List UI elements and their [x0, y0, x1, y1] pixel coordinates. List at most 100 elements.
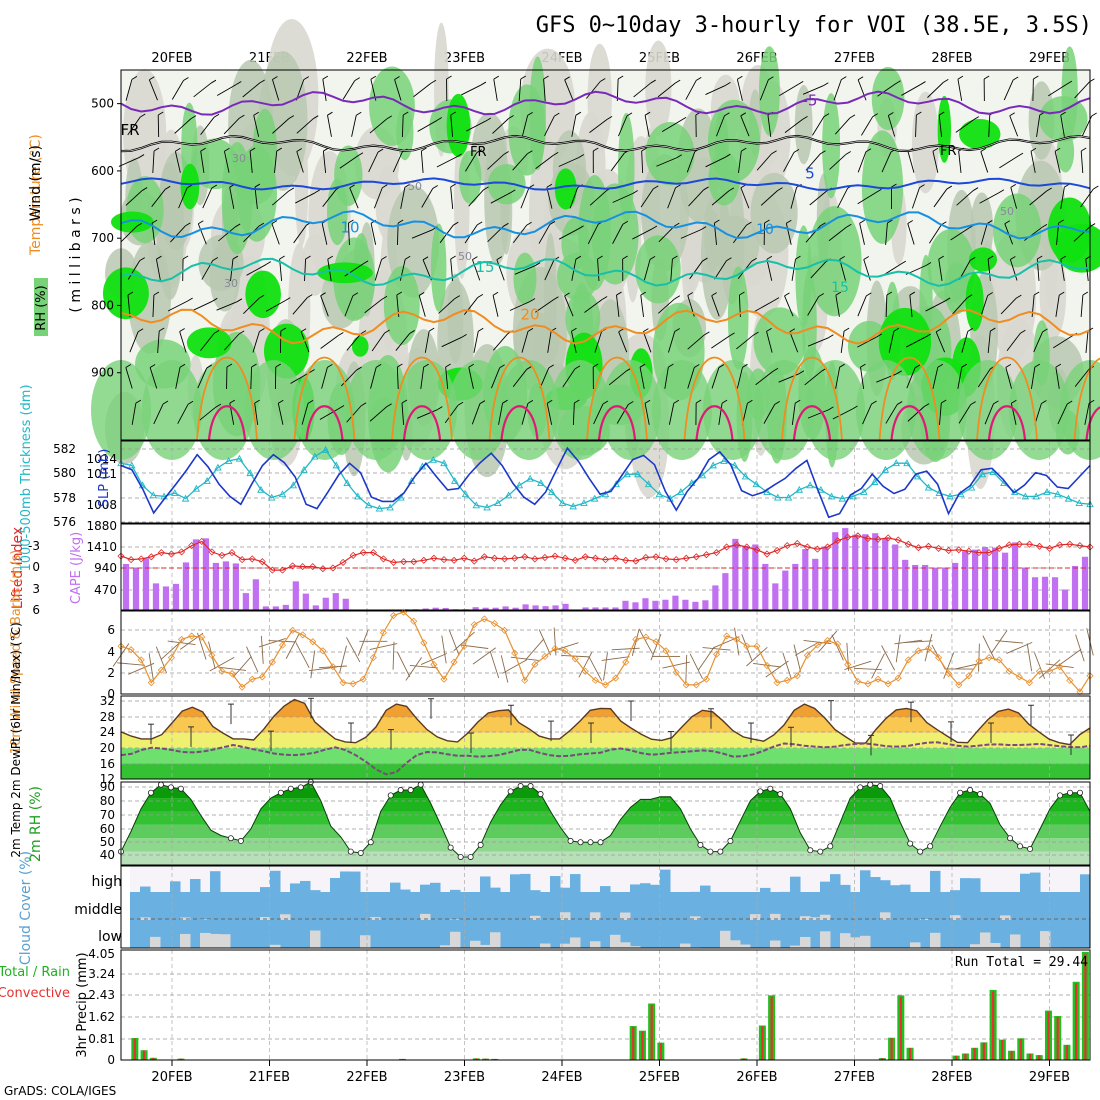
precip-conv-bar-91	[964, 1053, 967, 1060]
thickness-point-14	[267, 493, 276, 501]
precip-conv-bar-90	[955, 1055, 958, 1060]
run-total: Run Total = 29.44	[955, 955, 1088, 970]
li-point-4	[157, 549, 165, 557]
upper-barb-6-2	[167, 300, 188, 312]
upper-barb-9-26	[763, 404, 776, 424]
upper-barb-flag-0-36	[1012, 76, 1019, 81]
upper-barb-flag-6-24	[711, 292, 717, 297]
upper-barb-1-6	[272, 118, 290, 134]
upper-barb-7-39	[1085, 331, 1089, 353]
wind-point-42	[541, 652, 549, 661]
wind-barb-47	[588, 656, 603, 682]
wind-barb-1	[117, 662, 146, 666]
wind-barb-44	[551, 642, 579, 652]
rh-label-4: 50	[1000, 205, 1014, 218]
cloud-high-bar-32	[450, 889, 461, 892]
cape-bar-1	[132, 567, 140, 610]
cloud-low-gap-34	[470, 940, 481, 948]
wind-barb-55	[662, 661, 690, 669]
wind-point-65	[773, 679, 781, 687]
cape-bar-79	[912, 564, 919, 610]
li-point-31	[430, 554, 438, 562]
upper-barb-flag-1-8	[327, 111, 333, 116]
precip-conv-bar-3	[152, 1057, 155, 1060]
li-point-34	[460, 554, 468, 562]
upper-barb-4-19	[587, 223, 599, 245]
upper-barb-8-7	[290, 372, 310, 384]
upper-barb-1-17	[544, 115, 555, 137]
upper-barb-flag-7-23	[704, 331, 710, 336]
cape-bar-95	[1071, 565, 1079, 610]
upper-barb-flag-6-12	[418, 292, 425, 296]
li-point-64	[763, 550, 771, 558]
upper-barb-5-34	[959, 260, 971, 280]
upper-tick-1: 600	[91, 164, 114, 178]
upper-barb-8-12	[420, 367, 425, 389]
li-point-35	[470, 557, 478, 565]
upper-barb-flag-9-32	[923, 403, 930, 408]
rh-band-0	[121, 851, 1090, 865]
cloud-mid-gap-56	[690, 916, 701, 920]
wind-point-10	[218, 667, 226, 675]
wind-point-53	[652, 638, 660, 646]
upper-barb-1-7	[296, 118, 314, 134]
wind-barb-5	[160, 640, 183, 660]
upper-barb-0-5	[242, 82, 260, 98]
li-point-62	[743, 543, 751, 551]
li-point-57	[692, 553, 700, 561]
wind-barb-95	[1075, 634, 1085, 662]
cloud-high-bar-35	[480, 876, 491, 892]
upper-barb-flag-2-39	[1080, 147, 1087, 152]
upper-label-temp: Temperature (°C)	[28, 134, 44, 256]
cape-bar-91	[1031, 577, 1039, 610]
wind-point-52	[642, 633, 650, 641]
upper-barb-flag-5-38	[1060, 255, 1067, 260]
upper-barb-1-35	[988, 114, 991, 138]
li-point-5	[167, 550, 176, 558]
upper-barb-3-2	[178, 187, 188, 209]
cloud-low-gap-14	[270, 944, 281, 948]
upper-barb-6-3	[192, 300, 213, 312]
wind-point-56	[682, 681, 690, 689]
upper-barb-flag-6-25	[739, 291, 745, 296]
upper-barb-flag-4-4	[234, 223, 241, 228]
upper-barb-flag-0-32	[920, 81, 926, 85]
precip-conv-bar-83	[890, 1038, 893, 1060]
upper-barb-flag-3-39	[1093, 185, 1099, 190]
rh-patch-1-43	[710, 215, 760, 275]
upper-barb-4-4	[218, 226, 236, 242]
upper-barb-2-22	[656, 157, 677, 167]
upper-barb-flag-5-23	[702, 257, 708, 262]
thickness-point-12	[246, 469, 254, 477]
upper-barb-3-17	[546, 187, 553, 209]
rh-point-91	[1027, 845, 1034, 852]
upper-barb-flag-1-16	[527, 111, 533, 116]
upper-barb-flag-3-9	[349, 184, 355, 189]
precip-conv-bar-39	[484, 1058, 487, 1060]
cloud-high-bar-76	[890, 885, 901, 892]
upper-barb-2-5	[249, 151, 253, 173]
cloud-low-gap-61	[740, 944, 751, 948]
upper-barb-flag-7-4	[238, 330, 245, 335]
upper-barb-6-20	[616, 295, 620, 317]
upper-barb-3-39	[1080, 188, 1094, 208]
wind-barb-58	[698, 646, 715, 671]
thickness-point-65	[817, 485, 825, 493]
upper-barb-flag-6-30	[866, 292, 872, 297]
wind-point-27	[389, 611, 398, 620]
thickness-point-25	[386, 503, 394, 511]
slp-tick-2: 1008	[86, 498, 117, 512]
upper-barb-flag-4-38	[1058, 219, 1064, 224]
cloud-low-gap-49	[620, 942, 631, 948]
thickness-point-44	[590, 494, 599, 502]
upper-barb-flag-7-25	[753, 331, 759, 336]
upper-barb-1-27	[784, 119, 803, 133]
upper-barb-flag-5-27	[795, 255, 801, 260]
upper-barb-8-16	[512, 369, 528, 387]
upper-barb-0-27	[779, 83, 799, 97]
rh-patch-2-64	[565, 290, 601, 346]
slp-tick-0: 1014	[86, 452, 117, 466]
cloud-high-bar-17	[300, 880, 311, 892]
upper-barb-0-36	[1003, 79, 1014, 101]
rh-patch-3-3	[446, 93, 471, 158]
